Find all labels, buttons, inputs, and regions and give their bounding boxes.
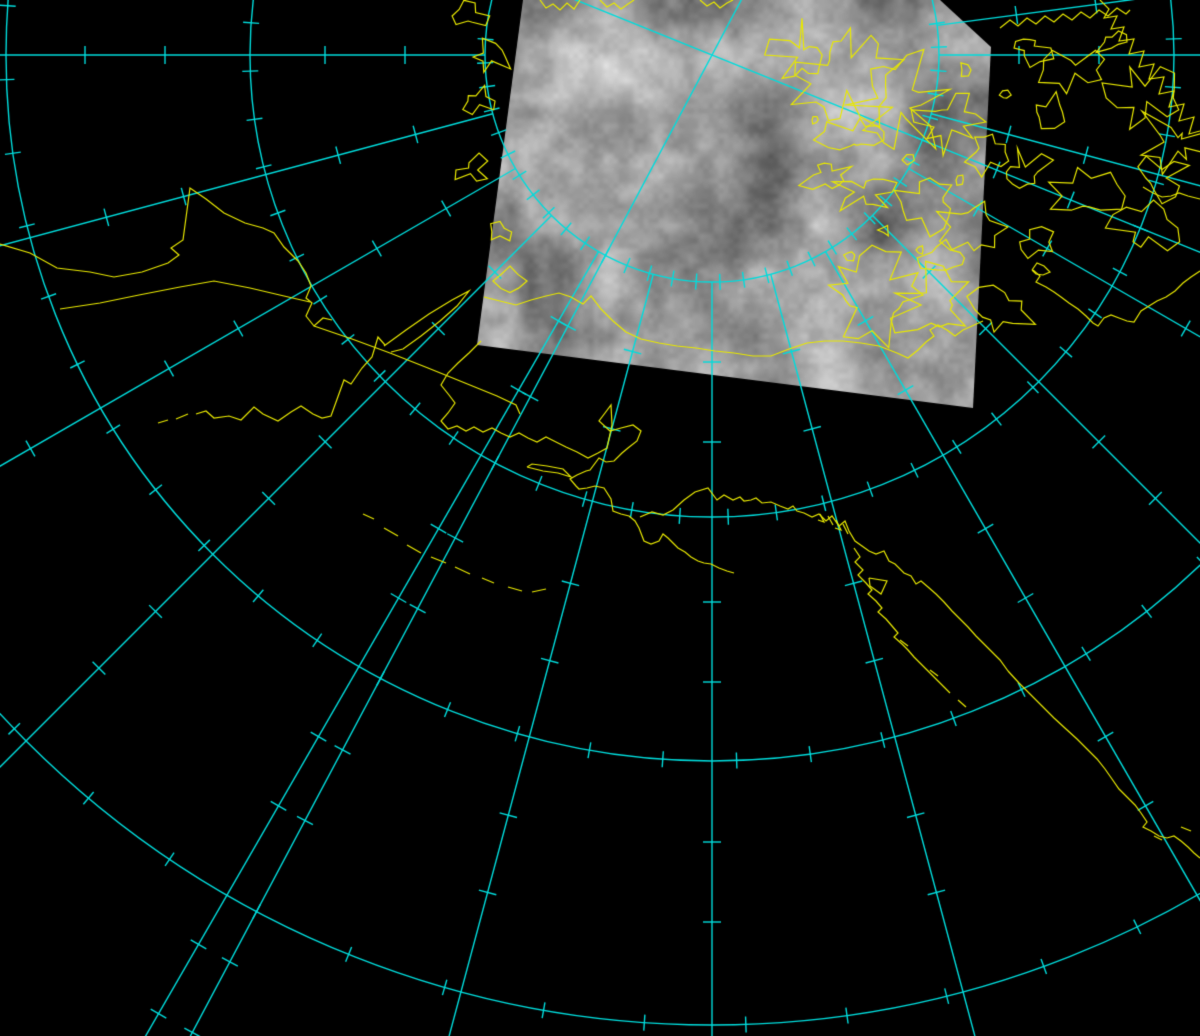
satellite-ground-track-viewer bbox=[0, 0, 1200, 1036]
arctic-satellite-map-canvas[interactable] bbox=[0, 0, 1200, 1036]
